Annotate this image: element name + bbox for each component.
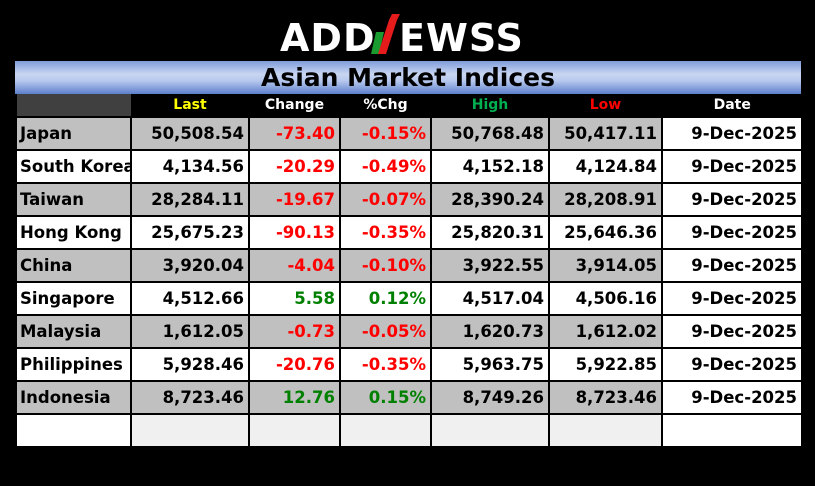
last-value: 50,508.54 <box>130 116 250 151</box>
empty-cell <box>430 413 550 448</box>
pct-change-value: -0.15% <box>339 116 432 151</box>
logo-text-add: ADD <box>280 16 376 60</box>
last-value: 1,612.05 <box>130 314 250 349</box>
logo-text-ewss: EWSS <box>399 16 524 60</box>
high-value: 3,922.55 <box>430 248 550 283</box>
table-row: South Korea 4,134.56 -20.29 -0.49% 4,152.18 4… <box>15 149 803 184</box>
market-name: Malaysia <box>15 314 132 349</box>
table-row: Singapore 4,512.66 5.58 0.12% 4,517.04 4,506.… <box>15 281 803 316</box>
empty-cell <box>339 413 432 448</box>
pct-change-value: 0.15% <box>339 380 432 415</box>
low-value: 25,646.36 <box>548 215 663 250</box>
empty-cell <box>248 413 341 448</box>
table-row: Philippines 5,928.46 -20.76 -0.35% 5,963.75 5… <box>15 347 803 382</box>
header-pct-change: %Chg <box>339 94 431 117</box>
market-name: China <box>15 248 132 283</box>
empty-cell <box>130 413 250 448</box>
change-value: -20.76 <box>248 347 341 382</box>
change-value: 12.76 <box>248 380 341 415</box>
change-value: 5.58 <box>248 281 341 316</box>
change-value: -0.73 <box>248 314 341 349</box>
date-value: 9-Dec-2025 <box>661 182 803 217</box>
last-value: 4,134.56 <box>130 149 250 184</box>
pct-change-value: -0.49% <box>339 149 432 184</box>
market-name: Hong Kong <box>15 215 132 250</box>
empty-cell <box>661 413 803 448</box>
low-value: 4,124.84 <box>548 149 663 184</box>
table-header-row: Last Change %Chg High Low Date <box>15 94 802 117</box>
high-value: 4,152.18 <box>430 149 550 184</box>
market-name: Indonesia <box>15 380 132 415</box>
market-name: Japan <box>15 116 132 151</box>
market-name: South Korea <box>15 149 132 184</box>
date-value: 9-Dec-2025 <box>661 215 803 250</box>
pct-change-value: -0.10% <box>339 248 432 283</box>
empty-table-row <box>15 413 803 448</box>
change-value: -19.67 <box>248 182 341 217</box>
date-value: 9-Dec-2025 <box>661 281 803 316</box>
high-value: 5,963.75 <box>430 347 550 382</box>
low-value: 28,208.91 <box>548 182 663 217</box>
market-name: Taiwan <box>15 182 132 217</box>
logo-n-mark <box>371 14 400 54</box>
high-value: 50,768.48 <box>430 116 550 151</box>
market-name: Philippines <box>15 347 132 382</box>
change-value: -4.04 <box>248 248 341 283</box>
date-value: 9-Dec-2025 <box>661 248 803 283</box>
high-value: 1,620.73 <box>430 314 550 349</box>
header-market <box>15 94 131 117</box>
pct-change-value: -0.35% <box>339 215 432 250</box>
addnewss-logo-graphic: ADD EWSS <box>280 14 524 60</box>
empty-cell <box>548 413 663 448</box>
header-change: Change <box>248 94 340 117</box>
low-value: 4,506.16 <box>548 281 663 316</box>
last-value: 5,928.46 <box>130 347 250 382</box>
low-value: 50,417.11 <box>548 116 663 151</box>
date-value: 9-Dec-2025 <box>661 380 803 415</box>
market-indices-table: Last Change %Chg High Low Date Japan 50,5… <box>15 94 803 448</box>
addnewss-logo: ADD EWSS <box>0 14 815 60</box>
table-row: Hong Kong 25,675.23 -90.13 -0.35% 25,820.31 2… <box>15 215 803 250</box>
last-value: 3,920.04 <box>130 248 250 283</box>
header-low: Low <box>548 94 662 117</box>
last-value: 4,512.66 <box>130 281 250 316</box>
table-row: Japan 50,508.54 -73.40 -0.15% 50,768.48 50,41… <box>15 116 803 151</box>
header-last: Last <box>130 94 249 117</box>
header-high: High <box>430 94 549 117</box>
high-value: 25,820.31 <box>430 215 550 250</box>
last-value: 8,723.46 <box>130 380 250 415</box>
market-name: Singapore <box>15 281 132 316</box>
change-value: -73.40 <box>248 116 341 151</box>
table-row: Malaysia 1,612.05 -0.73 -0.05% 1,620.73 1,612… <box>15 314 803 349</box>
last-value: 28,284.11 <box>130 182 250 217</box>
date-value: 9-Dec-2025 <box>661 149 803 184</box>
pct-change-value: -0.35% <box>339 347 432 382</box>
change-value: -90.13 <box>248 215 341 250</box>
date-value: 9-Dec-2025 <box>661 314 803 349</box>
low-value: 1,612.02 <box>548 314 663 349</box>
table-row: China 3,920.04 -4.04 -0.10% 3,922.55 3,914.05… <box>15 248 803 283</box>
date-value: 9-Dec-2025 <box>661 116 803 151</box>
low-value: 8,723.46 <box>548 380 663 415</box>
high-value: 4,517.04 <box>430 281 550 316</box>
date-value: 9-Dec-2025 <box>661 347 803 382</box>
table-row: Indonesia 8,723.46 12.76 0.15% 8,749.26 8,723… <box>15 380 803 415</box>
header-date: Date <box>661 94 802 117</box>
pct-change-value: 0.12% <box>339 281 432 316</box>
page-title: Asian Market Indices <box>15 61 801 94</box>
table-row: Taiwan 28,284.11 -19.67 -0.07% 28,390.24 28,2… <box>15 182 803 217</box>
low-value: 3,914.05 <box>548 248 663 283</box>
last-value: 25,675.23 <box>130 215 250 250</box>
empty-cell <box>15 413 132 448</box>
low-value: 5,922.85 <box>548 347 663 382</box>
table-body: Japan 50,508.54 -73.40 -0.15% 50,768.48 50,41… <box>15 116 803 448</box>
pct-change-value: -0.05% <box>339 314 432 349</box>
high-value: 28,390.24 <box>430 182 550 217</box>
change-value: -20.29 <box>248 149 341 184</box>
high-value: 8,749.26 <box>430 380 550 415</box>
pct-change-value: -0.07% <box>339 182 432 217</box>
